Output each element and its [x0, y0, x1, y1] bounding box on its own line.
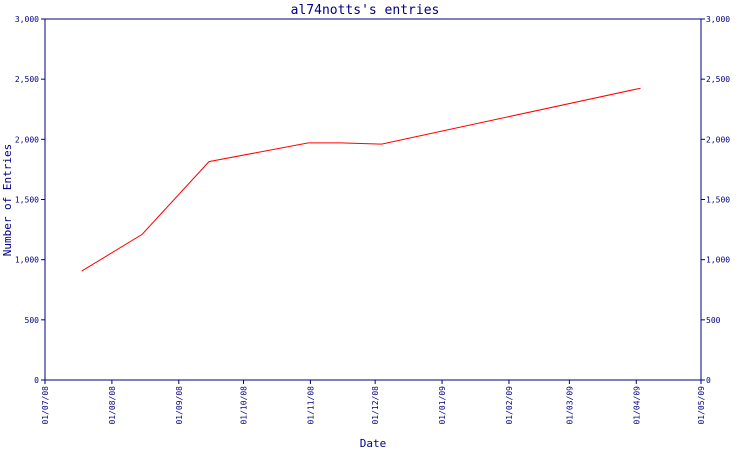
y-tick-label-right: 0	[706, 376, 711, 385]
series-line	[82, 88, 641, 271]
x-tick-label: 01/02/09	[505, 386, 514, 425]
y-tick-label-left: 1,000	[15, 256, 39, 265]
x-tick-label: 01/12/08	[371, 386, 380, 425]
y-tick-label-right: 500	[706, 316, 721, 325]
x-tick-label: 01/01/09	[438, 386, 447, 425]
x-tick-label: 01/03/09	[565, 386, 574, 425]
y-tick-label-right: 1,500	[706, 196, 730, 205]
x-tick-label: 01/11/08	[306, 386, 315, 425]
plot-frame	[45, 19, 701, 380]
y-tick-label-left: 2,000	[15, 135, 39, 144]
x-tick-label: 01/07/08	[41, 386, 50, 425]
y-axis-left: 0 500 1,000 1,500 2,000 2,500 3,000	[15, 15, 45, 385]
chart-title: al74notts's entries	[291, 3, 440, 18]
x-axis: 01/07/08 01/08/08 01/09/08 01/10/08 01/11/08…	[41, 380, 706, 425]
y-tick-label-right: 1,000	[706, 256, 730, 265]
y-tick-label-right: 2,500	[706, 75, 730, 84]
x-tick-label: 01/10/08	[240, 386, 249, 425]
y-tick-label-right: 3,000	[706, 15, 730, 24]
x-tick-label: 01/09/08	[175, 386, 184, 425]
series-layer	[82, 88, 641, 271]
y-tick-label-left: 2,500	[15, 75, 39, 84]
y-tick-label-left: 500	[25, 316, 40, 325]
y-tick-label-left: 1,500	[15, 196, 39, 205]
x-axis-label: Date	[360, 437, 387, 450]
x-tick-label: 01/04/09	[632, 386, 641, 425]
y-tick-label-right: 2,000	[706, 135, 730, 144]
x-tick-label: 01/08/08	[108, 386, 117, 425]
y-tick-label-left: 0	[34, 376, 39, 385]
y-tick-label-left: 3,000	[15, 15, 39, 24]
y-axis-right: 0 500 1,000 1,500 2,000 2,500 3,000	[701, 15, 730, 385]
y-axis-label: Number of Entries	[1, 144, 14, 257]
x-tick-label: 01/05/09	[697, 386, 706, 425]
